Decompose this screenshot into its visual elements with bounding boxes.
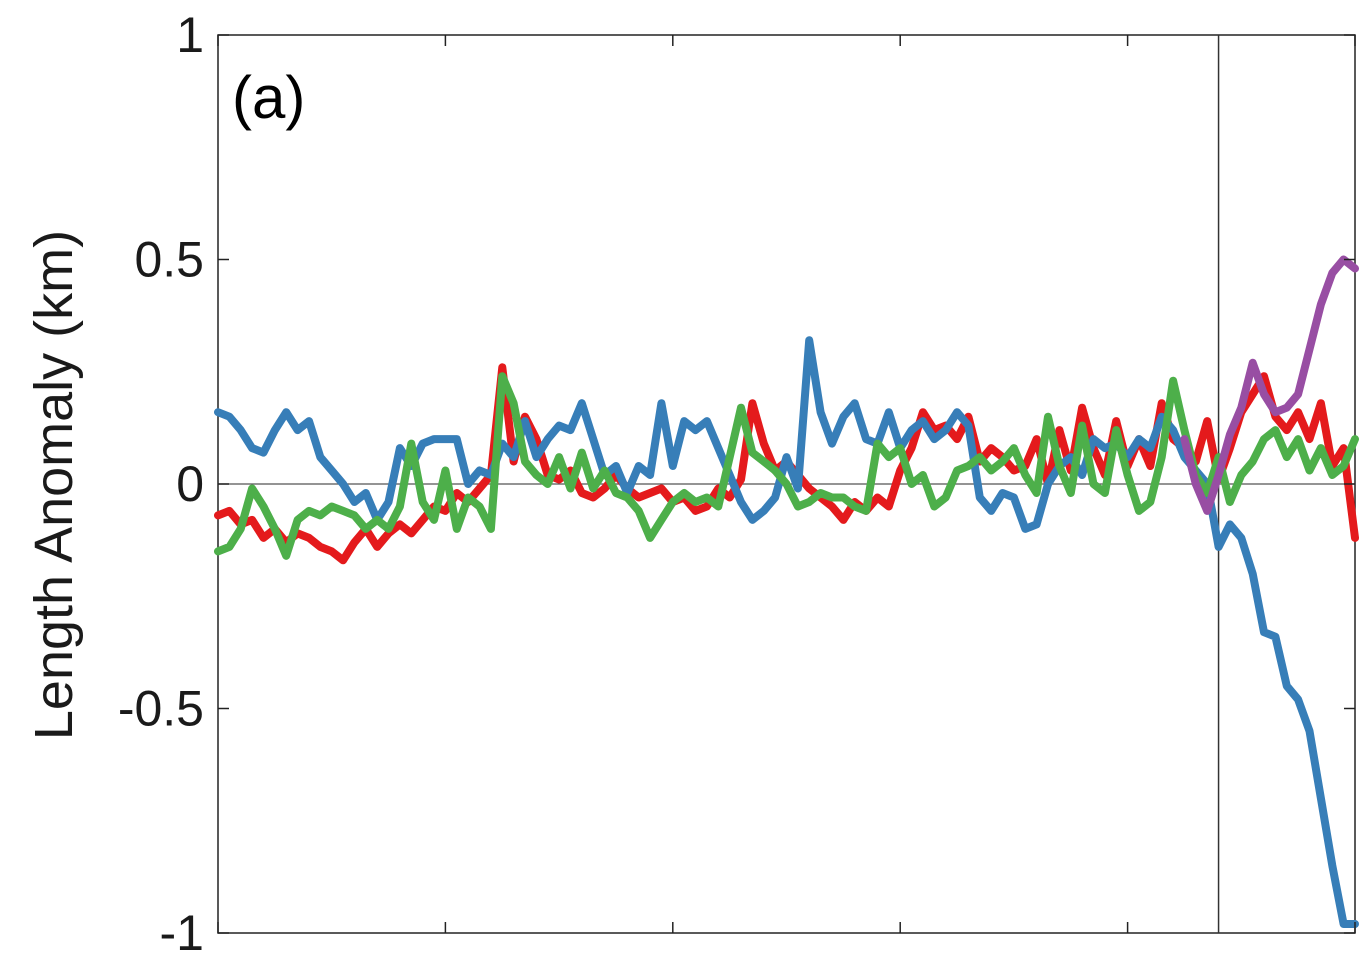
series-line-4: [1180, 255, 1359, 515]
y-tick-label: 1: [176, 7, 204, 63]
tick-labels: -1 -0.5 0 0.5 1: [118, 7, 204, 957]
y-tick-label: -1: [160, 905, 204, 957]
panel-label: (a): [232, 64, 305, 131]
series-lines: [214, 255, 1359, 928]
y-tick-label: -0.5: [118, 681, 204, 737]
y-tick-label: 0: [176, 456, 204, 512]
tick-marks: [217, 34, 1356, 934]
y-axis-label: Length Anomaly (km): [24, 230, 84, 740]
series-line-3: [214, 372, 1359, 560]
y-tick-label: 0.5: [134, 232, 204, 288]
